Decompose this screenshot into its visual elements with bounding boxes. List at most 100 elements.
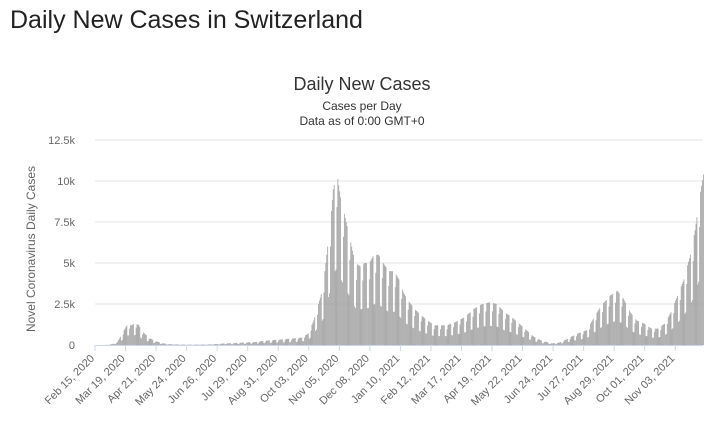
bar: [250, 342, 251, 345]
bar: [134, 335, 135, 345]
bar: [132, 325, 133, 345]
bar: [234, 343, 235, 345]
bar: [385, 266, 386, 345]
bar: [508, 315, 509, 345]
bar: [457, 321, 458, 345]
bar: [157, 342, 158, 345]
bar: [461, 319, 462, 345]
bar: [330, 247, 331, 345]
bar: [607, 324, 608, 345]
bar: [161, 344, 162, 345]
bar: [268, 340, 269, 345]
bar: [576, 336, 577, 345]
bar: [446, 336, 447, 345]
bar: [337, 179, 338, 345]
chart-title: Daily New Cases: [293, 74, 430, 94]
bar: [466, 321, 467, 345]
bar: [647, 336, 648, 345]
bar: [690, 255, 691, 345]
bar: [590, 324, 591, 345]
bar: [171, 344, 172, 345]
bar: [170, 344, 171, 345]
bar: [115, 344, 116, 345]
bar: [265, 342, 266, 345]
bar: [555, 344, 556, 345]
bar: [664, 324, 665, 345]
bar: [162, 343, 163, 345]
bar: [424, 318, 425, 345]
bar: [512, 318, 513, 345]
bar: [598, 311, 599, 345]
bar: [522, 326, 523, 345]
bar: [147, 341, 148, 345]
bar: [671, 312, 672, 345]
bar: [114, 344, 115, 345]
bar: [627, 328, 628, 345]
bar: [415, 310, 416, 345]
bar: [166, 344, 167, 345]
bar: [622, 306, 623, 345]
bar: [165, 344, 166, 345]
bar: [244, 344, 245, 345]
bar: [169, 344, 170, 345]
bar: [176, 344, 177, 345]
bar: [349, 260, 350, 345]
bar: [703, 174, 704, 345]
bar: [177, 344, 178, 345]
bar: [465, 332, 466, 345]
bar: [133, 324, 134, 345]
bar: [544, 342, 545, 345]
bar: [250, 344, 251, 345]
y-tick-label: 10k: [57, 176, 75, 188]
bar: [537, 340, 538, 345]
bar: [610, 295, 611, 345]
bar: [622, 298, 623, 345]
bar: [338, 185, 339, 345]
bar: [593, 319, 594, 345]
bar: [449, 325, 450, 345]
y-tick-label: 2.5k: [54, 299, 75, 311]
bar: [514, 320, 515, 345]
bar: [354, 306, 355, 345]
bar: [429, 322, 430, 345]
bar: [678, 322, 679, 345]
bar: [130, 325, 131, 345]
bar: [228, 343, 229, 345]
bar: [332, 200, 333, 345]
bar: [289, 342, 290, 345]
bar: [614, 321, 615, 345]
bar: [493, 303, 494, 345]
bar: [523, 337, 524, 345]
bar: [423, 317, 424, 345]
bar: [421, 321, 422, 345]
bar: [311, 331, 312, 345]
bar: [702, 180, 703, 345]
bar: [656, 329, 657, 345]
bar: [557, 343, 558, 345]
bar: [673, 313, 674, 345]
bar: [553, 343, 554, 345]
bar: [131, 325, 132, 345]
bar: [579, 333, 580, 345]
bar: [216, 344, 217, 345]
bar: [226, 344, 227, 345]
bar: [492, 311, 493, 345]
bar: [371, 260, 372, 345]
bar: [657, 329, 658, 345]
bar: [463, 318, 464, 345]
bar: [386, 267, 387, 345]
bar: [566, 339, 567, 345]
bar: [481, 305, 482, 345]
bar: [681, 286, 682, 345]
bar: [308, 334, 309, 345]
bar: [430, 323, 431, 345]
bar: [428, 321, 429, 345]
bar: [573, 336, 574, 345]
bar: [358, 265, 359, 345]
bar: [448, 325, 449, 345]
bar: [316, 330, 317, 346]
bar: [589, 329, 590, 345]
bar: [591, 322, 592, 345]
bar: [221, 344, 222, 345]
bar: [608, 324, 609, 345]
